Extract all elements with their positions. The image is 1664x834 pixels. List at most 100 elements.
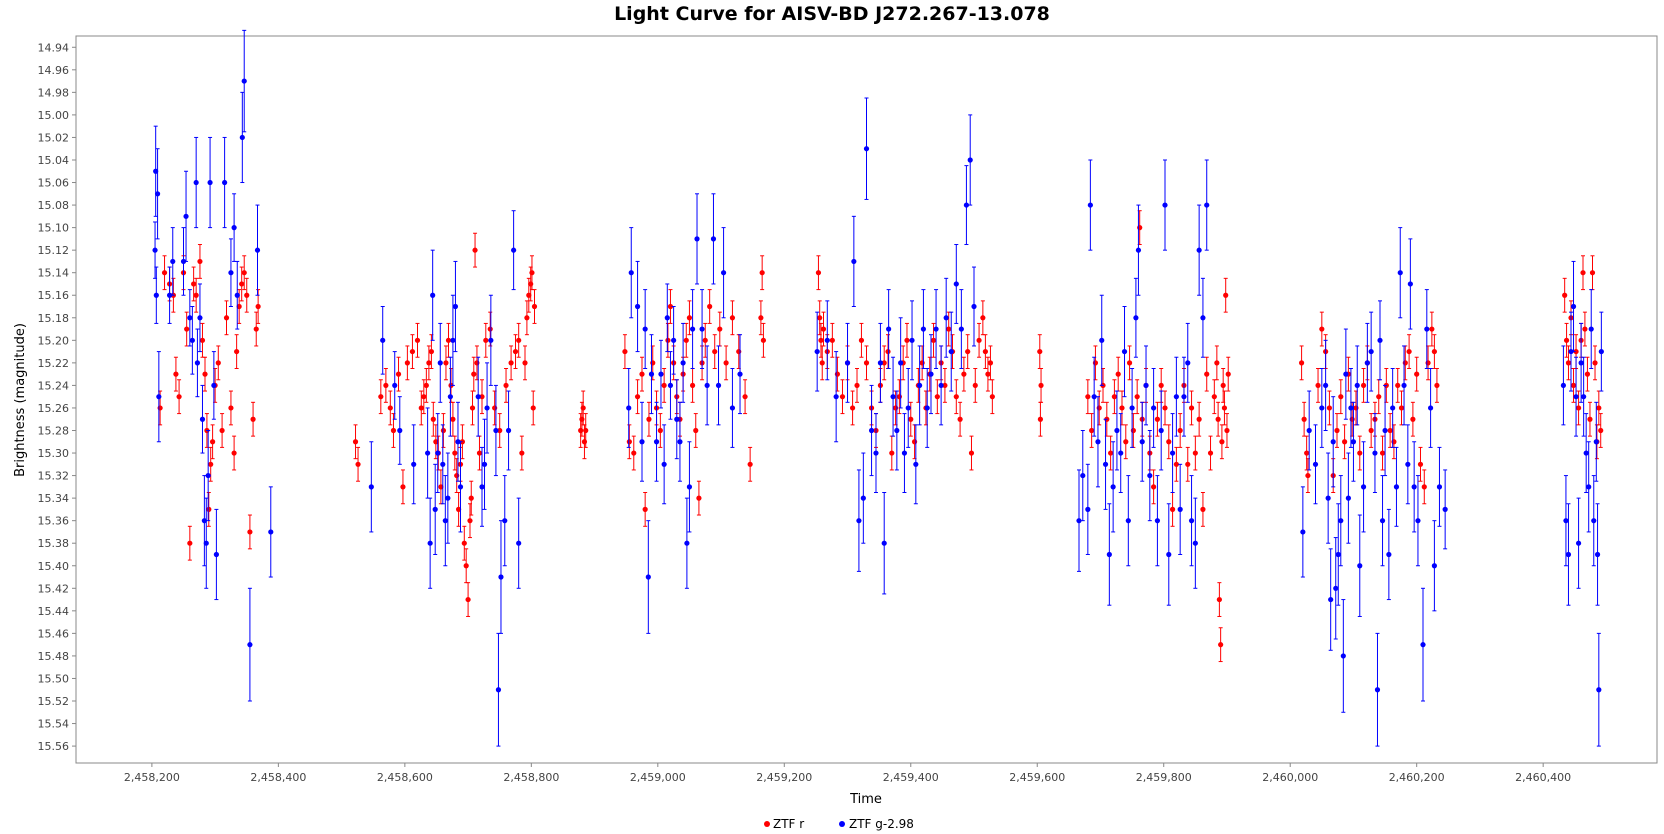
y-tick-label: 14.94 — [38, 41, 70, 54]
y-tick-label: 15.12 — [38, 244, 70, 257]
data-point — [736, 348, 742, 355]
data-point — [890, 394, 896, 400]
data-point — [1204, 371, 1210, 377]
data-point — [873, 450, 879, 456]
data-point — [631, 450, 637, 456]
data-point — [1154, 518, 1161, 524]
data-point — [1592, 360, 1598, 366]
y-axis: 14.94 14.96 14.98 15.00 15.02 15.04 15.06 15.08… — [38, 41, 76, 753]
data-point — [1095, 439, 1101, 445]
data-point — [157, 405, 163, 411]
data-point — [438, 484, 444, 490]
data-point — [924, 405, 930, 411]
data-point — [153, 292, 159, 298]
data-point — [468, 495, 474, 501]
data-point — [815, 270, 822, 276]
data-point — [1580, 270, 1586, 276]
data-point — [1188, 405, 1195, 411]
data-point — [863, 360, 870, 366]
data-point — [1573, 348, 1579, 355]
x-axis: 2,458,200 2,458,400 2,458,600 2,458,800 2,45… — [124, 763, 1571, 784]
data-point — [1114, 427, 1120, 434]
y-tick-label: 15.26 — [38, 402, 70, 415]
data-point — [650, 360, 656, 366]
data-point — [985, 371, 991, 377]
data-point — [481, 461, 488, 467]
data-point — [1333, 585, 1339, 591]
data-point — [930, 337, 937, 343]
data-point — [380, 337, 386, 343]
data-point — [1089, 427, 1095, 434]
data-point — [479, 394, 485, 400]
data-point — [199, 416, 206, 422]
data-point — [495, 687, 502, 693]
data-point — [191, 281, 197, 287]
data-point — [1135, 247, 1142, 253]
y-tick-label: 14.98 — [38, 86, 70, 99]
data-point — [1382, 427, 1388, 434]
y-tick-label: 15.04 — [38, 154, 70, 167]
data-point — [710, 236, 717, 242]
data-point — [484, 405, 490, 411]
y-tick-label: 15.42 — [38, 582, 70, 595]
data-point — [1442, 506, 1448, 512]
data-point — [1211, 394, 1217, 400]
data-point — [428, 348, 435, 355]
data-point — [642, 506, 648, 512]
y-tick-label: 14.96 — [38, 64, 70, 77]
data-point — [352, 439, 359, 445]
data-point — [1589, 270, 1596, 276]
data-point — [1401, 382, 1407, 389]
data-point — [934, 394, 940, 400]
data-point — [967, 157, 973, 163]
data-point — [626, 439, 632, 445]
data-point — [667, 303, 674, 310]
data-point — [228, 405, 234, 411]
data-point — [717, 326, 723, 332]
data-point — [1424, 326, 1430, 332]
data-point — [268, 529, 274, 535]
data-point — [426, 360, 432, 366]
data-point — [1037, 348, 1043, 355]
data-point — [1118, 450, 1124, 456]
data-point — [933, 326, 939, 332]
data-point — [1411, 484, 1417, 490]
data-point — [471, 371, 477, 377]
data-point — [645, 574, 651, 580]
data-point — [661, 461, 667, 467]
data-point — [483, 337, 489, 343]
data-point — [254, 247, 261, 253]
data-point — [699, 326, 705, 332]
data-point — [1173, 394, 1179, 400]
data-point — [456, 506, 462, 512]
data-point — [173, 371, 179, 377]
data-point — [1349, 416, 1355, 422]
data-point — [1596, 405, 1602, 411]
data-point — [253, 326, 259, 332]
data-point — [819, 360, 825, 366]
data-point — [953, 394, 959, 400]
data-point — [1398, 405, 1405, 411]
data-point — [665, 337, 671, 343]
data-point — [829, 337, 835, 343]
data-point — [759, 270, 765, 276]
data-point — [1219, 439, 1225, 445]
data-point — [497, 427, 503, 434]
data-point — [475, 394, 481, 400]
data-point — [628, 270, 634, 276]
data-point — [244, 292, 250, 298]
data-point — [946, 326, 952, 332]
data-point — [498, 574, 504, 580]
data-point — [452, 303, 459, 310]
data-point — [447, 394, 453, 400]
data-point — [579, 416, 585, 422]
data-point — [207, 179, 213, 186]
data-point — [219, 427, 225, 434]
x-tick-label: 2,458,200 — [124, 771, 180, 784]
data-point — [387, 405, 393, 411]
data-point — [1214, 360, 1220, 366]
data-point — [201, 518, 207, 524]
data-point — [1126, 360, 1133, 366]
data-point — [189, 337, 195, 343]
data-point — [683, 337, 689, 343]
